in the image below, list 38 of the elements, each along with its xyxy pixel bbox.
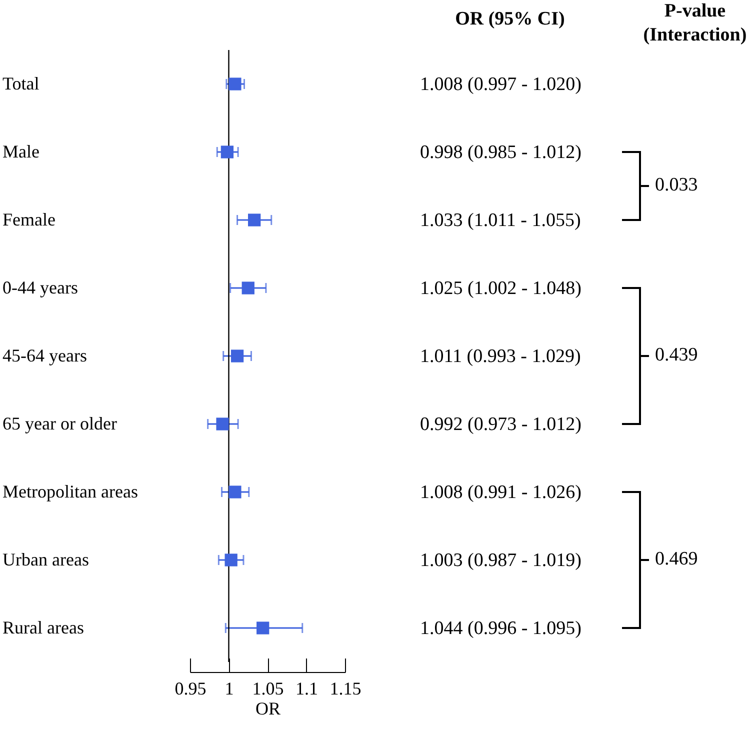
y-tick-label: Metropolitan areas [2, 482, 138, 502]
data-label: 0.992 (0.973 - 1.012) [420, 414, 582, 435]
data-label: 1.008 (0.991 - 1.026) [420, 482, 582, 503]
point [230, 350, 244, 362]
point [248, 214, 261, 226]
x-tick-label: 1.1 [296, 678, 318, 698]
text: OR (95% CI) [455, 8, 565, 30]
data-label: 0.998 (0.985 - 1.012) [420, 142, 582, 163]
y-tick-label: 65 year or older [2, 414, 117, 434]
y-tick-label: 45-64 years [2, 346, 87, 366]
point [242, 282, 254, 294]
y-tick-label: Male [2, 142, 40, 162]
point [220, 146, 234, 158]
data-label: 1.008 (0.997 - 1.020) [420, 74, 582, 95]
x-tick-label: 1 [224, 678, 234, 698]
x-axis-title: OR [255, 698, 281, 718]
x-tick-label: 1.05 [252, 678, 284, 698]
data-label: 1.011 (0.993 - 1.029) [420, 346, 581, 367]
y-tick-label: Female [2, 210, 56, 230]
text: 0.439 [655, 344, 698, 366]
data-label: 1.033 (1.011 - 1.055) [420, 210, 581, 231]
data-label: 1.003 (0.987 - 1.019) [420, 550, 582, 571]
y-tick-label: Urban areas [2, 550, 89, 570]
point [228, 486, 242, 498]
y-tick-label: Total [2, 74, 40, 94]
text: 0.033 [655, 174, 698, 196]
point [256, 622, 270, 634]
x-tick-label: 1.15 [330, 678, 362, 698]
point [228, 78, 242, 90]
x-tick-label: 0.95 [174, 678, 206, 698]
text: 0.469 [655, 548, 698, 570]
data-label: 1.025 (1.002 - 1.048) [420, 278, 582, 299]
point [224, 554, 238, 566]
text: P-value (Interaction) [643, 0, 747, 46]
y-tick-label: 0-44 years [2, 278, 78, 298]
y-tick-label: Rural areas [2, 618, 84, 638]
point [216, 418, 229, 430]
data-label: 1.044 (0.996 - 1.095) [420, 618, 582, 639]
